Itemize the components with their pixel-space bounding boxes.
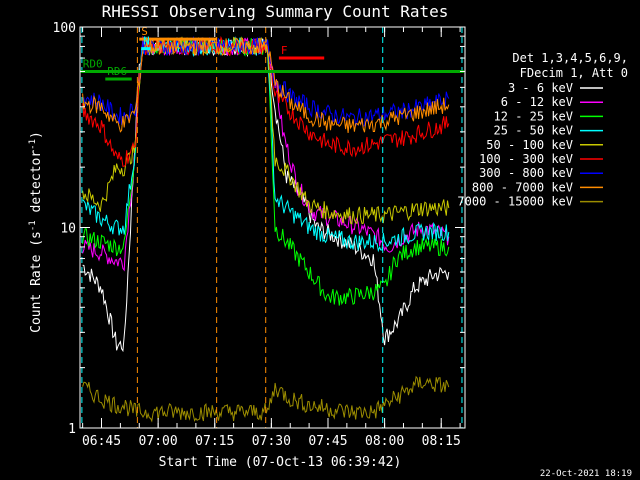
legend-header-detectors: Det 1,3,4,5,6,9, [512,51,628,65]
y-axis-label-mid: detector [29,150,44,221]
flag-label-3: RD0 [83,57,103,70]
x-tick-label-2: 07:15 [195,434,234,449]
y-tick-label-2: 1 [68,422,76,437]
legend-label-4: 50 - 100 keV [486,138,573,152]
y-axis-label-sup2: -1 [28,139,38,150]
legend-label-5: 100 - 300 keV [479,152,573,166]
legend-label-8: 7000 - 15000 keV [457,195,573,209]
y-axis-label-end: ) [29,131,44,139]
legend-label-1: 6 - 12 keV [501,95,573,109]
x-tick-label-1: 07:00 [139,434,178,449]
x-tick-label-0: 06:45 [82,434,121,449]
x-axis-label: Start Time (07-Oct-13 06:39:42) [159,455,402,470]
y-axis-label-main: Count Rate (s [29,231,44,333]
legend-header-decim: FDecim 1, Att 0 [520,66,628,80]
flag-label-0: S [141,25,148,38]
plot-area: SN F RD0 RD6 100 10 1 06:45 07:00 07:15 07:30 07:45… [53,21,466,449]
chart-title: RHESSI Observing Summary Count Rates [102,2,449,21]
legend-label-6: 300 - 800 keV [479,166,573,180]
y-axis-label-sup1: -1 [28,220,38,231]
y-tick-label-0: 100 [53,21,76,36]
legend-label-3: 25 - 50 keV [494,124,573,138]
legend-label-2: 12 - 25 keV [494,109,573,123]
legend-label-0: 3 - 6 keV [508,81,573,95]
x-tick-label-3: 07:30 [252,434,291,449]
flag-label-1: N [143,35,150,48]
x-tick-label-5: 08:00 [365,434,404,449]
x-tick-label-4: 07:45 [308,434,347,449]
y-tick-label-1: 10 [60,222,76,237]
flag-label-4: RD6 [107,65,127,78]
y-axis-label: Count Rate (s-1 detector-1) [28,131,44,333]
flag-label-2: F [281,44,288,57]
x-tick-label-6: 08:15 [422,434,461,449]
legend-label-7: 800 - 7000 keV [472,180,573,194]
timestamp-footer: 22-Oct-2021 18:19 [540,469,632,479]
